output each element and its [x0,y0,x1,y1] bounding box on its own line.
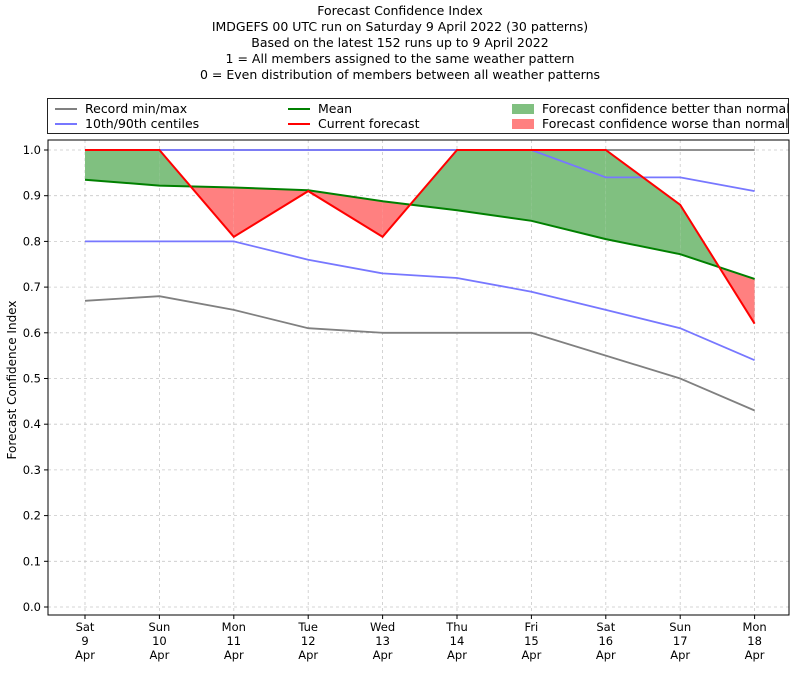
x-tick-label: Fri [525,620,539,634]
x-tick-label: Mon [222,620,246,634]
y-tick-label: 0.3 [23,463,41,477]
x-tick-label: Apr [670,648,690,662]
x-tick-label: Apr [447,648,467,662]
x-tick-label: 14 [450,634,465,648]
x-tick-label: Apr [596,648,616,662]
y-tick-label: 0.1 [23,554,41,568]
y-tick-label: 0.6 [23,326,41,340]
fill-better-segment [85,150,160,186]
x-tick-label: Apr [373,648,393,662]
x-tick-label: 12 [301,634,316,648]
chart-title: Forecast Confidence Index [317,3,483,18]
legend-label-current: Current forecast [318,116,420,131]
legend-label-better: Forecast confidence better than normal [542,101,790,116]
fill-layer [85,150,755,324]
legend-label-mean: Mean [318,101,353,116]
x-tick-label: Apr [75,648,95,662]
series-line-p10 [85,240,755,362]
series-line-mean [84,178,755,280]
y-tick-label: 0.8 [23,234,41,248]
legend-label-centiles: 10th/90th centiles [85,116,200,131]
series-line-record-min [84,295,755,412]
y-tick-label: 0.2 [23,509,41,523]
series-line-current [85,149,756,325]
legend-swatch-mean [288,107,310,110]
x-tick-label: Thu [445,620,468,634]
legend-item-mean: Mean [288,101,352,116]
x-tick-label: 15 [524,634,539,648]
chart-subtitle-zero: 0 = Even distribution of members between… [199,67,601,82]
x-tick-label: Sun [669,620,691,634]
x-tick-label: Apr [521,648,541,662]
y-tick-label: 0.0 [23,600,41,614]
y-axis-title: Forecast Confidence Index [5,301,19,460]
chart-subtitle-one: 1 = All members assigned to the same wea… [225,51,575,66]
x-tick-label: Apr [149,648,169,662]
axis-layer: 0.00.10.20.30.40.50.60.70.80.91.0Sat9Apr… [23,139,790,662]
x-tick-label: 11 [226,634,241,648]
fill-better-segment [531,150,606,240]
legend-item-centiles: 10th/90th centiles [55,116,199,131]
legend-item-record: Record min/max [55,101,187,116]
fill-better-segment [605,150,681,255]
legend-item-worse: Forecast confidence worse than normal [512,116,789,131]
x-tick-label: Apr [224,648,244,662]
x-tick-label: Mon [742,620,766,634]
x-tick-label: Wed [370,620,395,634]
legend-swatch-worse [512,118,534,129]
x-tick-label: 13 [375,634,390,648]
legend-item-current: Current forecast [288,116,419,131]
x-tick-label: Apr [298,648,318,662]
chart-subtitle-basis: Based on the latest 152 runs up to 9 Apr… [251,35,549,50]
legend-swatch-better [512,103,534,114]
x-tick-label: Sat [596,620,615,634]
chart-subtitle-run: IMDGEFS 00 UTC run on Saturday 9 April 2… [211,19,589,34]
legend-label-worse: Forecast confidence worse than normal [542,116,789,131]
legend-swatch-record [55,107,77,110]
x-tick-label: 9 [81,634,88,648]
legend-swatch-centiles [55,122,77,125]
x-tick-label: 16 [598,634,613,648]
x-tick-label: Tue [297,620,318,634]
x-tick-label: Sun [148,620,170,634]
x-tick-label: 18 [747,634,762,648]
y-tick-label: 0.9 [23,189,41,203]
y-tick-label: 0.7 [23,280,41,294]
y-tick-label: 1.0 [23,143,41,157]
chart-legend: Record min/max 10th/90th centiles Mean C… [47,98,790,134]
y-tick-label: 0.5 [23,372,41,386]
legend-swatch-current [288,122,310,125]
x-tick-label: 10 [152,634,167,648]
x-tick-label: 17 [673,634,688,648]
y-tick-label: 0.4 [23,417,41,431]
chart-title-block: Forecast Confidence Index IMDGEFS 00 UTC… [0,3,800,83]
plot-frame [47,139,790,616]
fill-better-segment [457,150,532,221]
x-tick-label: Sat [76,620,95,634]
line-layer [84,149,756,412]
legend-item-better: Forecast confidence better than normal [512,101,790,116]
legend-label-record: Record min/max [85,101,188,116]
x-tick-label: Apr [745,648,765,662]
